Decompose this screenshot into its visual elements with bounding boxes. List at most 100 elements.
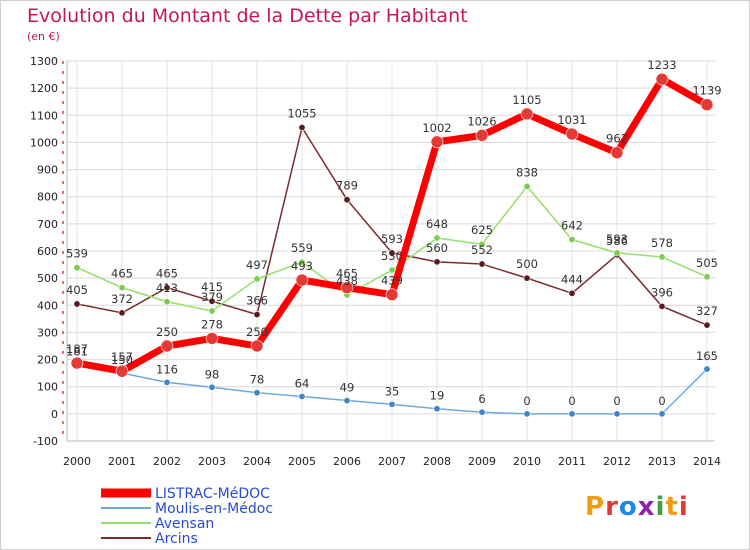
data-point xyxy=(655,72,669,86)
data-label: 19 xyxy=(430,389,445,403)
data-point xyxy=(298,392,306,400)
chart-unit: (en €) xyxy=(27,30,60,43)
data-label: 413 xyxy=(156,281,178,295)
data-point xyxy=(658,410,666,418)
data-label: 405 xyxy=(66,283,88,297)
data-label: 560 xyxy=(426,241,448,255)
data-label: 1026 xyxy=(467,114,496,128)
logo-letter: o xyxy=(618,492,638,522)
series-lines xyxy=(70,72,714,418)
data-label: 593 xyxy=(606,232,628,246)
data-label: 35 xyxy=(385,384,400,398)
data-label: 1002 xyxy=(422,121,451,135)
y-tick-label: 200 xyxy=(37,354,58,367)
data-label: 157 xyxy=(111,350,133,364)
data-label: 539 xyxy=(66,247,88,261)
data-point xyxy=(523,410,531,418)
x-tick-label: 2013 xyxy=(648,455,676,468)
data-label: 1105 xyxy=(512,93,541,107)
legend-label: Moulis-en-Médoc xyxy=(155,501,273,517)
data-label: 593 xyxy=(381,232,403,246)
data-label: 789 xyxy=(336,179,358,193)
data-point xyxy=(208,383,216,391)
y-tick-label: 100 xyxy=(37,381,58,394)
data-point xyxy=(478,408,486,416)
data-point xyxy=(475,129,489,142)
x-tick-label: 2002 xyxy=(153,455,181,468)
data-label: 648 xyxy=(426,217,448,231)
data-label: 327 xyxy=(696,304,718,318)
y-tick-label: 800 xyxy=(37,191,58,204)
data-label: 98 xyxy=(205,367,220,381)
data-label: 625 xyxy=(471,223,493,237)
data-point xyxy=(385,288,399,302)
data-point xyxy=(568,289,576,297)
data-point xyxy=(253,275,261,283)
y-tick-label: 300 xyxy=(37,326,58,339)
data-point xyxy=(478,240,486,248)
y-tick-label: 1000 xyxy=(30,136,58,149)
data-point xyxy=(253,389,261,397)
data-label: 0 xyxy=(613,394,620,408)
x-tick-label: 2012 xyxy=(603,455,631,468)
data-label: 150 xyxy=(111,353,133,367)
data-point xyxy=(523,274,531,282)
data-point xyxy=(433,405,441,413)
data-label: 49 xyxy=(340,381,355,395)
y-tick-label: 700 xyxy=(37,218,58,231)
data-label: 642 xyxy=(561,219,583,233)
data-label: 1055 xyxy=(287,107,316,121)
data-point xyxy=(253,311,261,319)
data-point xyxy=(343,196,351,204)
data-label: 465 xyxy=(336,267,358,281)
data-point xyxy=(430,135,444,149)
data-point xyxy=(208,297,216,305)
data-label: 838 xyxy=(516,165,538,179)
x-tick-label: 2003 xyxy=(198,455,226,468)
data-label: 379 xyxy=(201,290,223,304)
data-label: 530 xyxy=(381,249,403,263)
data-point xyxy=(523,182,531,190)
data-point xyxy=(613,249,621,257)
y-tick-label: 500 xyxy=(37,272,58,285)
data-point xyxy=(433,258,441,266)
x-tick-label: 2009 xyxy=(468,455,496,468)
data-label: 465 xyxy=(156,267,178,281)
legend: LISTRAC-MéDOCMoulis-en-MédocAvensanArcin… xyxy=(101,486,273,547)
x-tick-label: 2006 xyxy=(333,455,361,468)
y-tick-label: 400 xyxy=(37,299,58,312)
data-point xyxy=(565,127,579,141)
data-point xyxy=(205,332,219,345)
data-label: 372 xyxy=(111,292,133,306)
data-label: 559 xyxy=(291,241,313,255)
logo-letter: r xyxy=(605,492,619,522)
data-label: 250 xyxy=(246,325,268,339)
data-point xyxy=(340,281,354,294)
data-label: 0 xyxy=(658,394,665,408)
data-point xyxy=(388,249,396,257)
data-label: 497 xyxy=(246,258,268,272)
data-label: 1233 xyxy=(647,58,676,72)
data-point xyxy=(568,236,576,244)
data-label: 438 xyxy=(336,274,358,288)
data-point xyxy=(433,234,441,242)
x-tick-label: 2011 xyxy=(558,455,586,468)
logo-letter: t xyxy=(665,492,679,522)
legend-label: Avensan xyxy=(155,516,214,532)
data-label: 0 xyxy=(523,394,530,408)
data-point xyxy=(118,309,126,317)
data-label: 439 xyxy=(381,274,403,288)
data-label: 1031 xyxy=(557,113,586,127)
data-point xyxy=(208,307,216,315)
data-point xyxy=(73,264,81,272)
data-point xyxy=(163,378,171,386)
data-label: 1139 xyxy=(692,84,721,98)
data-point xyxy=(388,266,396,274)
data-point xyxy=(298,258,306,266)
data-point xyxy=(160,339,174,353)
data-point xyxy=(520,107,534,121)
legend-label: Arcins xyxy=(155,531,198,547)
data-point xyxy=(703,321,711,329)
